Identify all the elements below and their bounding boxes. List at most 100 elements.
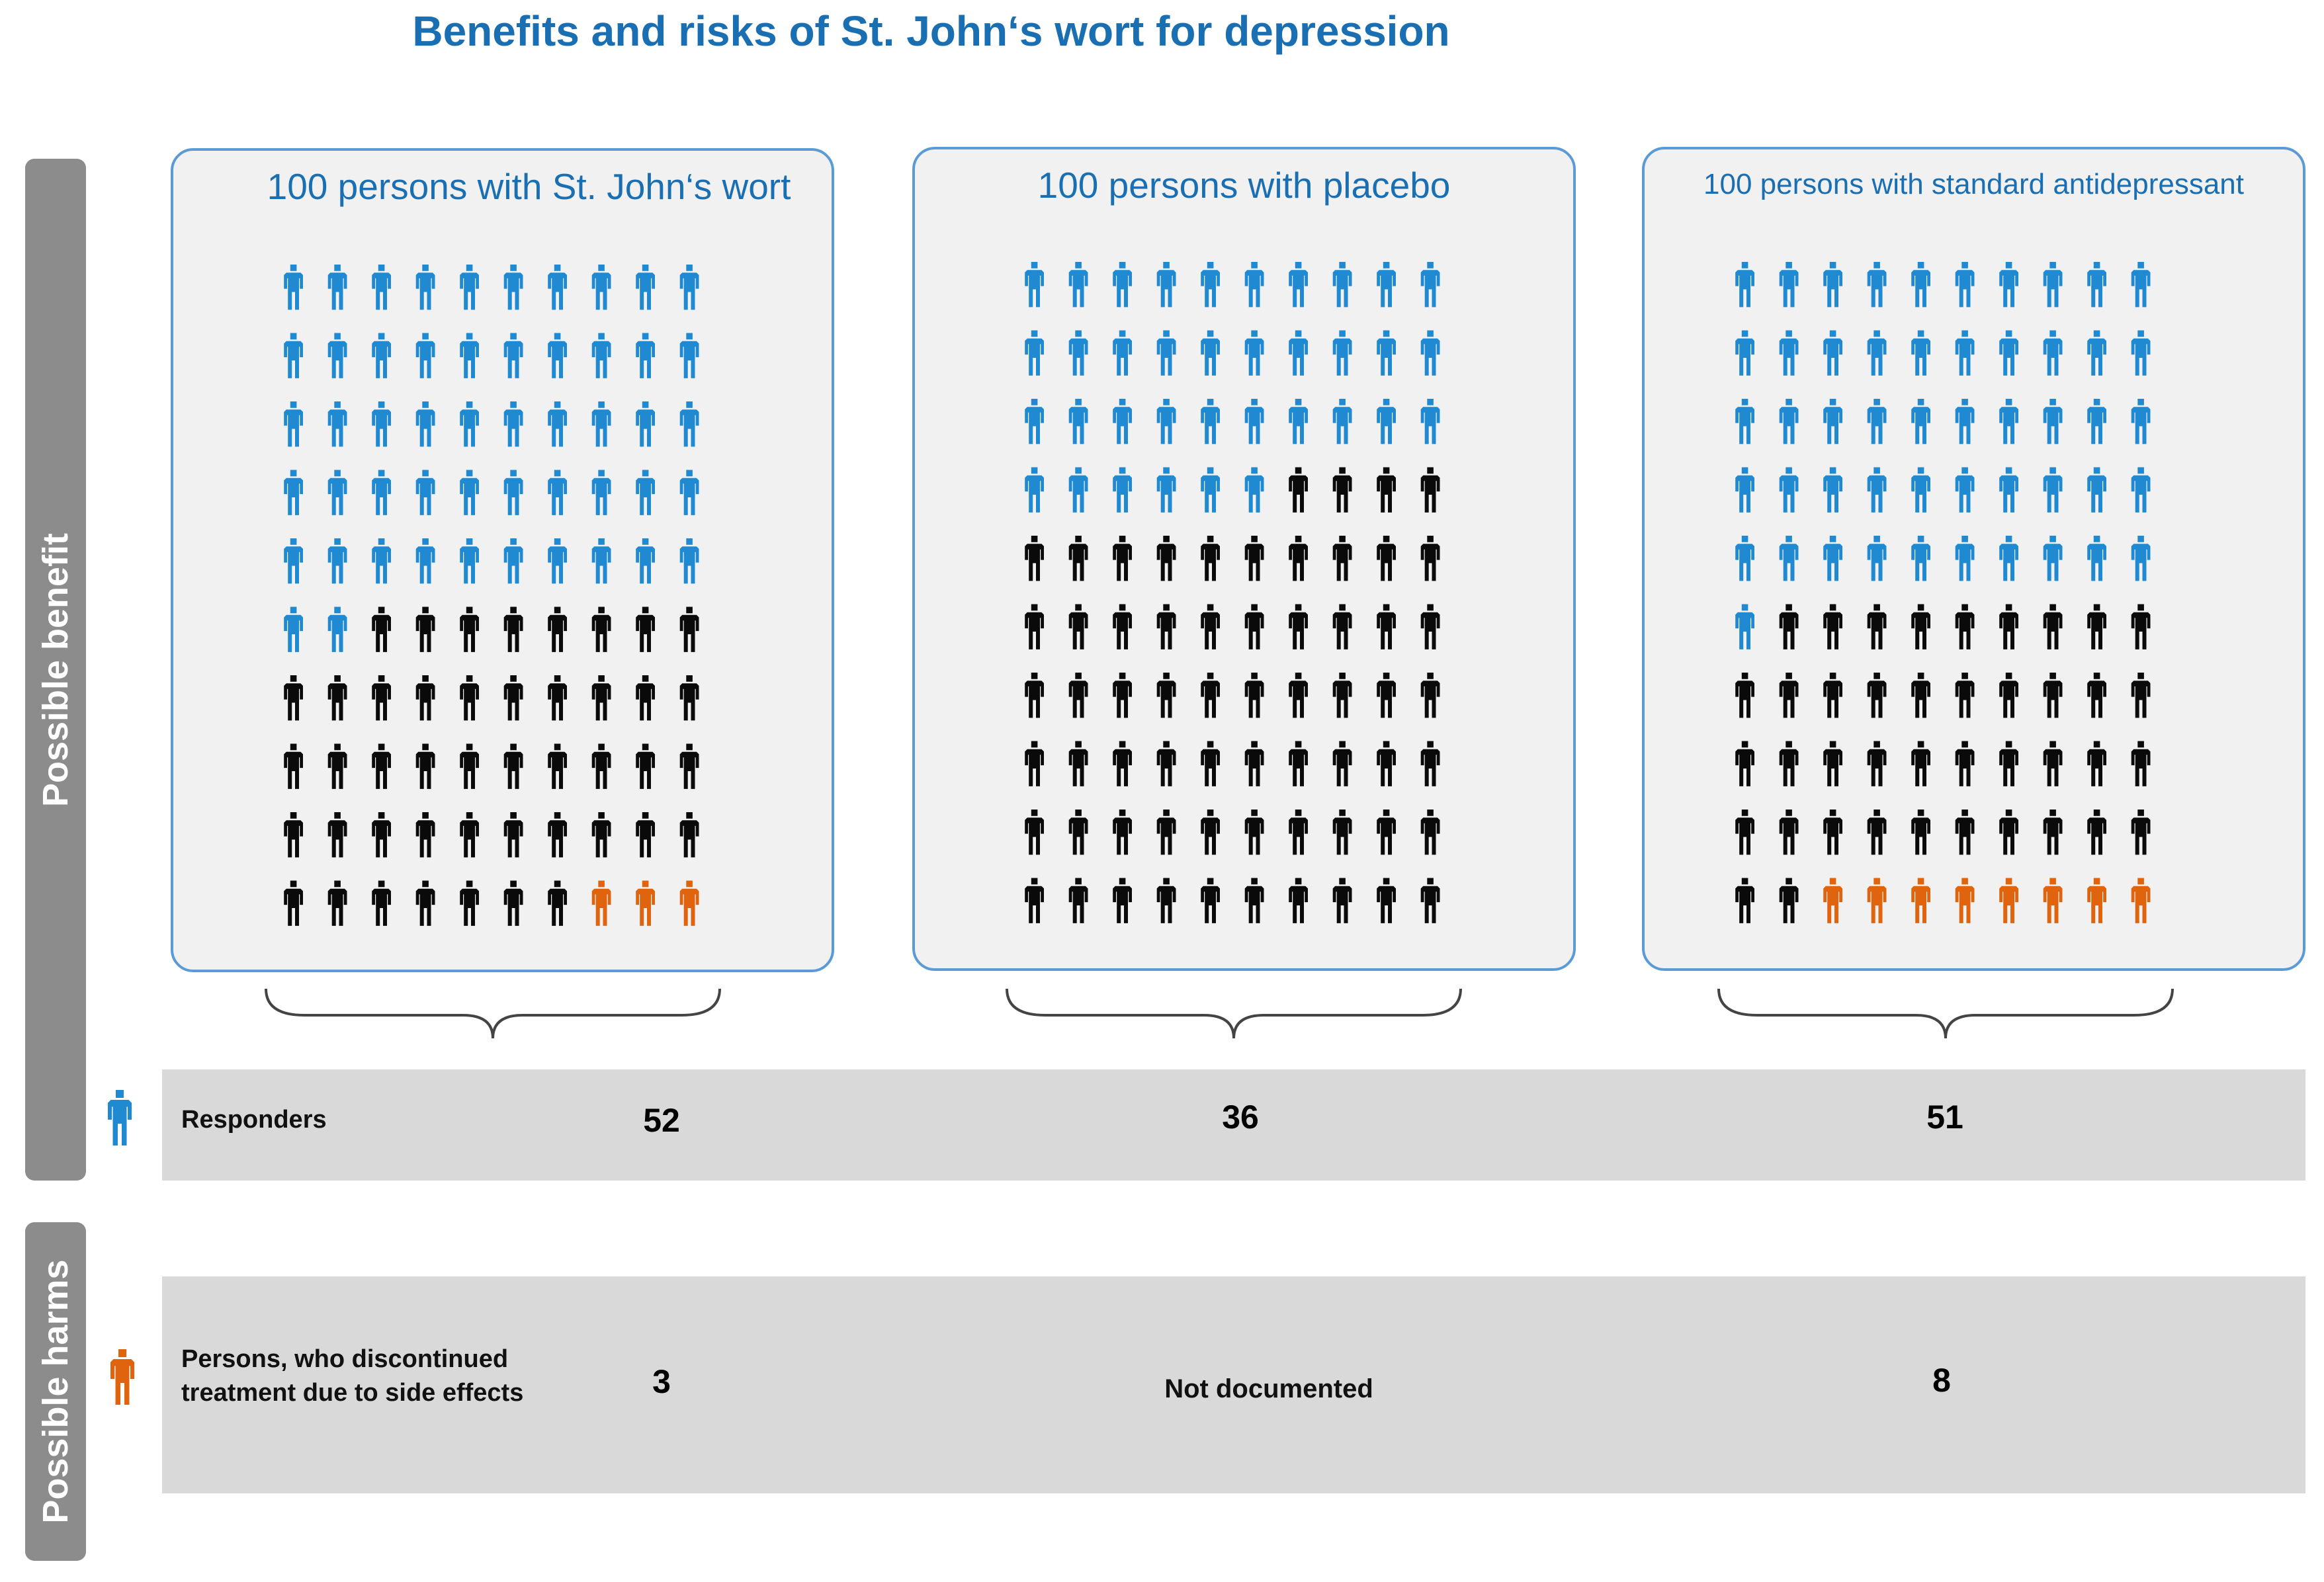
person-icon-no-response — [503, 675, 523, 721]
person-icon-no-response — [1244, 810, 1264, 855]
person-icon-responder — [460, 538, 479, 584]
person-icon-responder — [591, 265, 611, 310]
person-icon-responder — [548, 470, 567, 515]
discontinued-label: Persons, who discontinued treatment due … — [181, 1343, 523, 1411]
person-icon-responder — [327, 265, 347, 310]
person-icon-no-response — [460, 606, 479, 652]
person-icon-no-response — [2087, 673, 2106, 718]
person-icon-responder — [1025, 399, 1044, 444]
person-icon-responder — [1420, 330, 1440, 376]
person-icon-no-response — [1420, 467, 1440, 513]
person-icon-no-response — [636, 812, 655, 858]
person-icon-discontinued — [2087, 878, 2106, 923]
person-icon-no-response — [2131, 604, 2151, 649]
person-icon-no-response — [1244, 878, 1264, 923]
person-icon-no-response — [1113, 741, 1132, 786]
person-icon-discontinued — [1999, 878, 2018, 923]
person-icon-no-response — [1911, 741, 1930, 786]
person-icon-no-response — [1156, 536, 1176, 581]
person-icon-no-response — [1823, 741, 1842, 786]
person-icon-no-response — [284, 743, 303, 789]
person-icon-responder — [636, 470, 655, 515]
discontinued-icon-shape — [110, 1349, 134, 1405]
person-icon-responder — [327, 606, 347, 652]
person-icon-responder — [1735, 467, 1754, 513]
person-icon-responder — [372, 538, 391, 584]
person-icon-responder — [1911, 536, 1930, 581]
person-icon-no-response — [1201, 604, 1220, 649]
responders-band — [162, 1069, 2305, 1181]
person-icon-responder — [503, 401, 523, 447]
person-icon-no-response — [1201, 878, 1220, 923]
person-icon-no-response — [1823, 673, 1842, 718]
person-icon-responder — [503, 538, 523, 584]
person-icon-no-response — [1025, 536, 1044, 581]
person-icon-responder — [1377, 262, 1396, 308]
person-icon-no-response — [1025, 878, 1044, 923]
person-icon-no-response — [591, 812, 611, 858]
person-icon-no-response — [1332, 810, 1352, 855]
person-icon-no-response — [1156, 741, 1176, 786]
person-icon-responder — [548, 333, 567, 378]
person-icon-discontinued — [591, 880, 611, 926]
person-icon-no-response — [503, 743, 523, 789]
person-icon-no-response — [2131, 741, 2151, 786]
person-icon-no-response — [284, 812, 303, 858]
person-icon-responder — [1999, 399, 2018, 444]
person-icon-no-response — [1289, 741, 1308, 786]
person-icon-no-response — [1999, 810, 2018, 855]
person-icon-no-response — [591, 606, 611, 652]
person-icon-no-response — [1289, 673, 1308, 718]
person-icon-responder — [1420, 399, 1440, 444]
person-icon-no-response — [415, 880, 435, 926]
person-icon-no-response — [591, 743, 611, 789]
person-icon-no-response — [503, 880, 523, 926]
person-icon-no-response — [1999, 673, 2018, 718]
person-icon-no-response — [1420, 741, 1440, 786]
person-icon-no-response — [548, 743, 567, 789]
person-icon-responder — [1332, 262, 1352, 308]
person-icon-no-response — [591, 675, 611, 721]
person-icon-responder — [1999, 467, 2018, 513]
person-icon-no-response — [1867, 604, 1887, 649]
person-icon-no-response — [327, 812, 347, 858]
person-icon-responder — [1999, 262, 2018, 308]
person-icon-responder — [415, 401, 435, 447]
person-icon-no-response — [2043, 741, 2063, 786]
person-icon-no-response — [1068, 810, 1088, 855]
person-icon-no-response — [1999, 741, 2018, 786]
responder-person-icon — [108, 1090, 132, 1145]
person-icon-no-response — [1867, 810, 1887, 855]
pictograph-group-1 — [1025, 262, 1440, 923]
person-icon-responder — [1420, 262, 1440, 308]
person-icon-responder — [1201, 467, 1220, 513]
person-icon-responder — [1779, 467, 1799, 513]
person-icon-no-response — [548, 675, 567, 721]
person-icon-responder — [1201, 262, 1220, 308]
pictograph-group-2 — [1735, 262, 2151, 923]
person-icon-no-response — [1420, 536, 1440, 581]
person-icon-no-response — [1244, 604, 1264, 649]
person-icon-discontinued — [1867, 878, 1887, 923]
person-icon-no-response — [415, 606, 435, 652]
person-icon-no-response — [372, 675, 391, 721]
person-icon-responder — [503, 470, 523, 515]
person-icon-responder — [1332, 330, 1352, 376]
person-icon-no-response — [1289, 604, 1308, 649]
person-icon-no-response — [1025, 673, 1044, 718]
person-icon-responder — [2131, 399, 2151, 444]
person-icon-no-response — [1332, 878, 1352, 923]
person-icon-no-response — [2043, 673, 2063, 718]
person-icon-responder — [460, 333, 479, 378]
person-icon-responder — [284, 470, 303, 515]
person-icon-no-response — [1911, 673, 1930, 718]
person-icon-responder — [415, 265, 435, 310]
person-icon-no-response — [548, 606, 567, 652]
person-icon-responder — [1867, 330, 1887, 376]
person-icon-responder — [284, 538, 303, 584]
person-icon-no-response — [636, 675, 655, 721]
person-icon-no-response — [1201, 673, 1220, 718]
person-icon-no-response — [1735, 878, 1754, 923]
person-icon-no-response — [1867, 673, 1887, 718]
person-icon-responder — [2131, 467, 2151, 513]
